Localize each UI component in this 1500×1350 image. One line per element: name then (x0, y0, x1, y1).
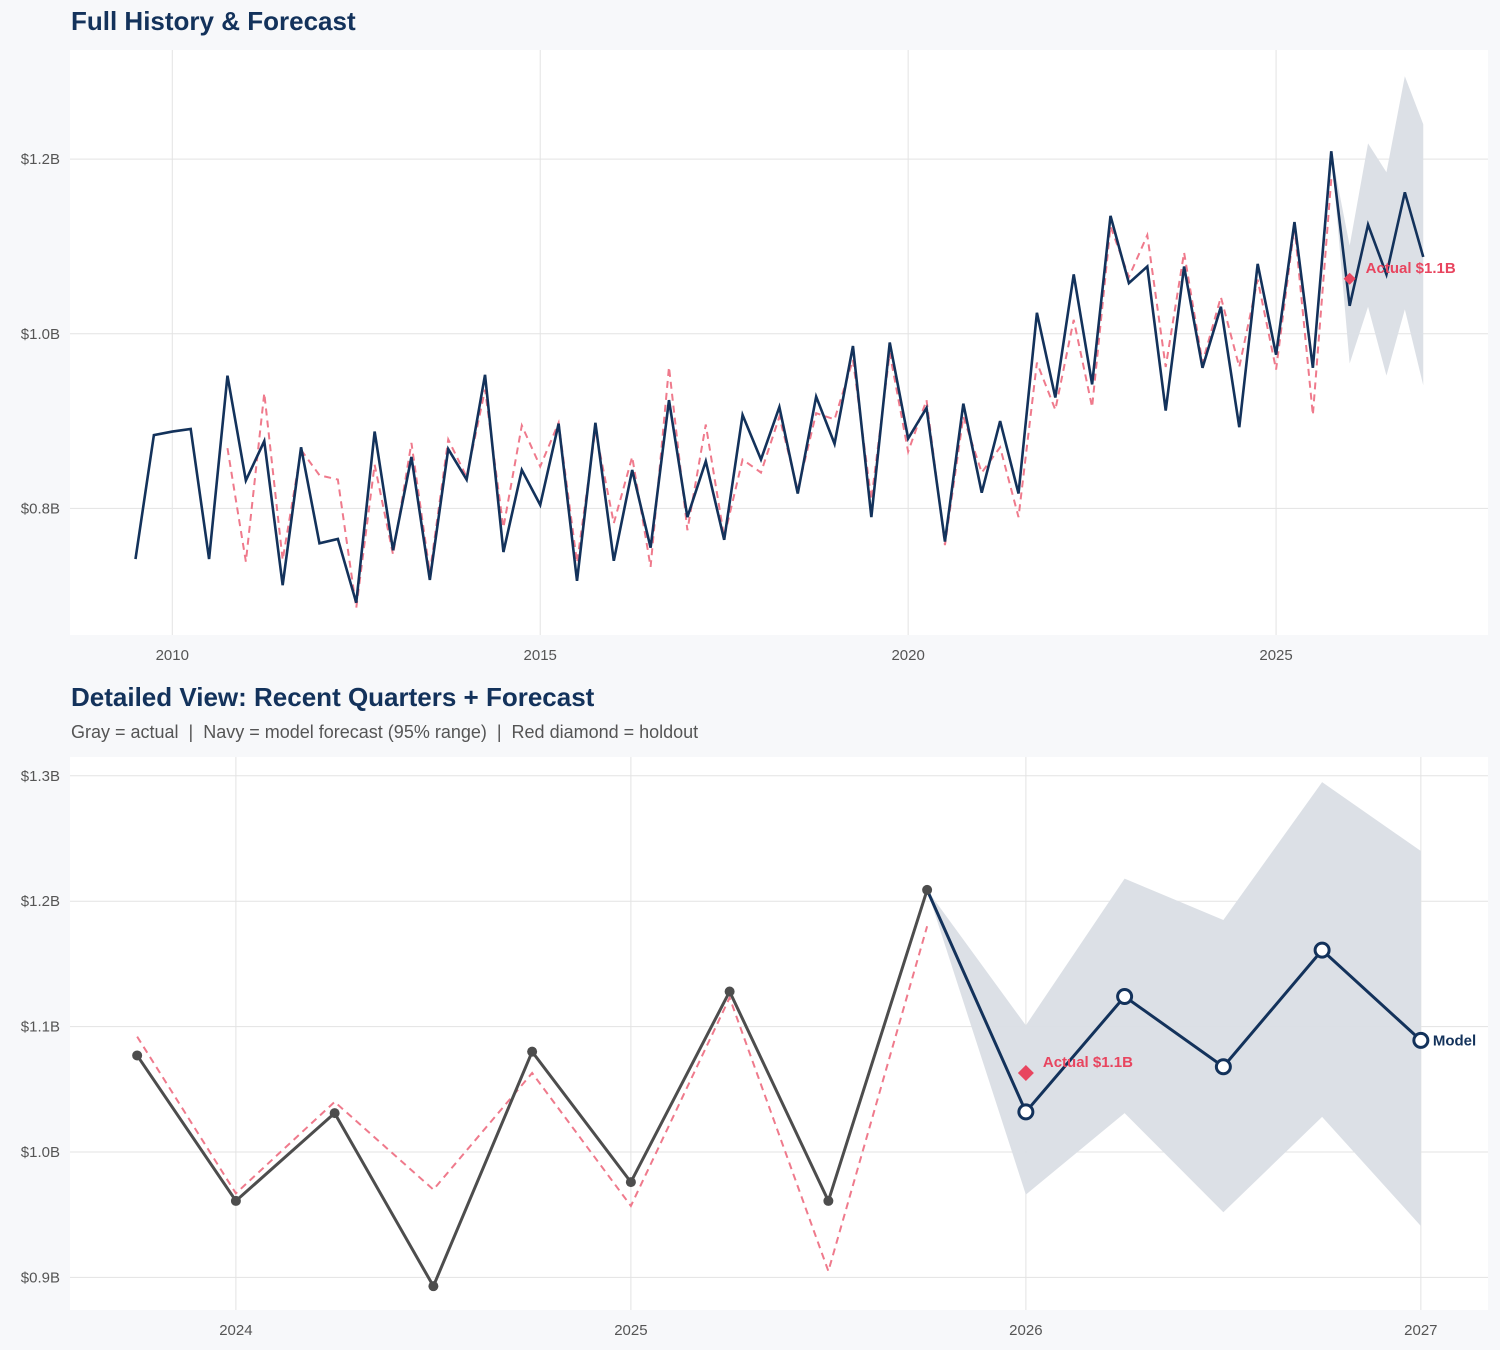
detailed-view-chart: $0.9B $1.0B $1.1B $1.2B $1.3B 2024 2025 2026 202… (21, 757, 1488, 1339)
plot-area (70, 50, 1488, 635)
x-tick-label: 2015 (524, 647, 557, 664)
actual-point (527, 1046, 538, 1057)
x-tick-label: 2025 (614, 1322, 647, 1339)
actual-point (230, 1195, 241, 1206)
x-tick-label: 2027 (1404, 1322, 1437, 1339)
holdout-label: Actual $1.1B (1043, 1054, 1133, 1071)
actual-point (625, 1177, 636, 1188)
y-tick-label: $0.9B (21, 1269, 60, 1286)
forecast-end-label: Model (1433, 1032, 1476, 1049)
x-tick-label: 2026 (1009, 1322, 1042, 1339)
fitted-series-line (226, 179, 1333, 609)
holdout-label: Actual $1.1B (1366, 260, 1456, 277)
forecast-point (1214, 1058, 1232, 1076)
y-tick-label: $1.2B (21, 151, 60, 168)
forecast-95-range-band (1331, 76, 1424, 386)
x-tick-label: 2025 (1259, 647, 1292, 664)
forecast-point (1313, 941, 1331, 959)
y-tick-label: $1.0B (21, 326, 60, 343)
actual-series-line (134, 151, 1333, 604)
bottom-chart-title: Detailed View: Recent Quarters + Forecas… (71, 682, 595, 712)
forecast-point (1412, 1031, 1430, 1049)
forecast-95-range-band (927, 782, 1421, 1226)
forecast-point (1116, 988, 1134, 1006)
x-tick-label: 2020 (891, 647, 924, 664)
forecast-point (1017, 1103, 1035, 1121)
y-tick-label: $1.1B (21, 1019, 60, 1036)
actual-point (132, 1050, 143, 1061)
y-tick-label: $1.3B (21, 768, 60, 785)
fitted-series-line (136, 926, 929, 1275)
forecast-series-line (925, 889, 1422, 1115)
y-tick-label: $1.2B (21, 893, 60, 910)
full-history-chart: $0.8B $1.0B $1.2B 2010 2015 2020 2025 Actual $1… (21, 50, 1488, 664)
x-tick-label: 2024 (219, 1322, 252, 1339)
y-tick-label: $1.0B (21, 1144, 60, 1161)
actual-point (428, 1281, 439, 1292)
holdout-diamond (1343, 272, 1356, 285)
holdout-diamond (1017, 1065, 1034, 1081)
actual-point (724, 986, 735, 997)
top-chart-title: Full History & Forecast (71, 6, 356, 36)
x-tick-label: 2010 (156, 647, 189, 664)
actual-point (823, 1195, 834, 1206)
actual-point (329, 1108, 340, 1119)
actual-point (922, 884, 933, 895)
bottom-chart-subtitle: Gray = actual | Navy = model forecast (9… (71, 722, 699, 742)
y-tick-label: $0.8B (21, 500, 60, 517)
